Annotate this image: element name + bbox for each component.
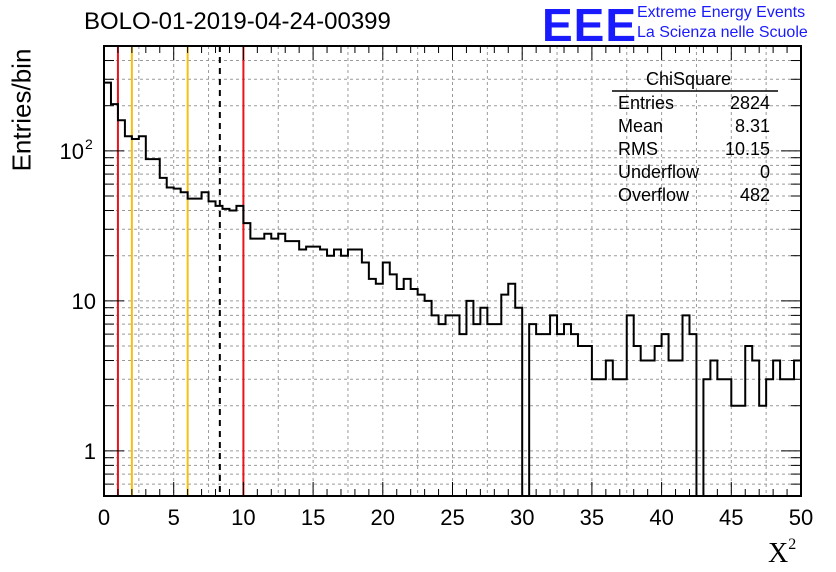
logo-text-line1: Extreme Energy Events: [637, 4, 806, 21]
stats-value: 2824: [729, 93, 770, 113]
stats-label: Entries: [618, 93, 675, 113]
axes-frame: [103, 45, 802, 497]
x-tick-label: 20: [371, 505, 395, 530]
x-tick-label: 25: [440, 505, 464, 530]
histogram-series: [104, 81, 801, 497]
y-axis-label: Entries/bin: [6, 48, 37, 172]
x-tick-label: 45: [719, 505, 743, 530]
stats-label: Overflow: [618, 185, 690, 205]
stats-value: 10.15: [724, 139, 770, 159]
stats-row-underflow: Underflow 0: [618, 162, 770, 183]
x-tick-label: 50: [789, 505, 813, 530]
logo-text-line2: La Scienza nelle Scuole: [637, 24, 808, 41]
stats-label: Underflow: [618, 162, 700, 182]
x-axis-label: X2: [768, 536, 797, 570]
x-tick-label: 0: [98, 505, 110, 530]
histogram-step-line: [104, 81, 801, 497]
y-tick-label: 10: [72, 289, 96, 314]
stats-label: RMS: [618, 139, 658, 159]
stats-value: 8.31: [734, 116, 770, 136]
stats-title: ChiSquare: [646, 69, 732, 89]
stats-row-entries: Entries 2824: [618, 93, 770, 114]
stats-value: 0: [759, 162, 770, 182]
stats-value: 482: [739, 185, 770, 205]
vertical-marker-lines: [116, 46, 245, 496]
x-tick-label: 40: [649, 505, 673, 530]
stats-row-rms: RMS 10.15: [618, 139, 770, 160]
stats-label: Mean: [618, 116, 664, 136]
x-axis-label-base: X: [768, 538, 789, 569]
x-tick-label: 5: [168, 505, 180, 530]
x-tick-label: 15: [301, 505, 325, 530]
x-tick-label: 10: [231, 505, 255, 530]
stats-row-overflow: Overflow 482: [618, 185, 770, 206]
y-tick-label-sup: 2: [85, 136, 93, 152]
x-tick-label: 30: [510, 505, 534, 530]
stats-row-mean: Mean 8.31: [618, 116, 770, 137]
y-tick-label: 10: [60, 139, 84, 164]
chart-title: BOLO-01-2019-04-24-00399: [84, 8, 391, 35]
eee-logo: EEE: [542, 0, 638, 51]
x-axis-label-sup: 2: [788, 536, 797, 553]
x-tick-label: 35: [580, 505, 604, 530]
y-tick-label: 1: [84, 439, 96, 464]
